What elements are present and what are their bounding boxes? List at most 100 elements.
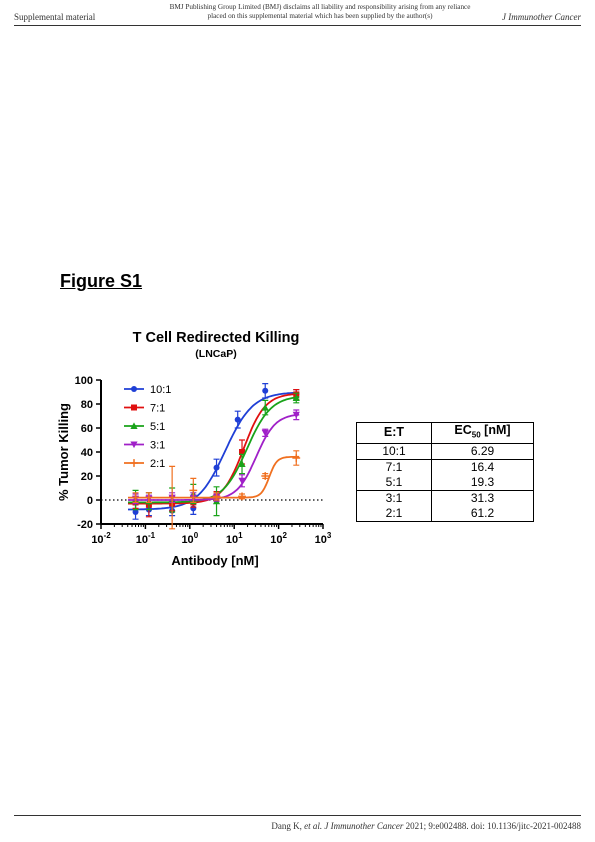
error-bar [262, 473, 269, 479]
plot-area: -20 0 20 40 60 80 100 10-2 10-1 100 101 102 103 10:1 7… [75, 375, 332, 546]
error-bar [293, 389, 300, 400]
error-bar [213, 492, 220, 501]
table-cell-et: 5:1 [356, 474, 432, 491]
data-point [213, 493, 220, 500]
data-point [131, 493, 140, 502]
data-point [169, 500, 176, 507]
x-tick-label: 101 [226, 531, 243, 546]
table-row: 5:1 19.3 [356, 474, 534, 491]
table-cell-et: 2:1 [356, 505, 432, 522]
data-point [190, 499, 197, 506]
table-row: 3:1 31.3 [356, 490, 534, 506]
data-point [292, 454, 301, 462]
data-point [145, 506, 152, 513]
fit-curve-7:1 [128, 392, 300, 505]
y-tick-label: 80 [81, 399, 93, 411]
table-cell-ec50: 19.3 [431, 474, 534, 491]
table-row: 2:1 61.2 [356, 505, 534, 522]
fit-curve-5:1 [128, 396, 300, 504]
data-point [132, 509, 139, 515]
legend-marker [131, 386, 137, 392]
error-bar [262, 399, 269, 416]
data-point [189, 486, 198, 495]
error-bar [145, 503, 152, 517]
legend-label: 7:1 [150, 403, 165, 415]
data-point [262, 387, 269, 394]
error-bar [132, 492, 139, 503]
fit-curve-10:1 [128, 391, 300, 511]
error-bar [132, 489, 139, 511]
data-point [261, 404, 269, 411]
table-cell-ec50: 6.29 [431, 443, 534, 460]
data-point [145, 495, 153, 503]
data-point [292, 411, 300, 419]
footer-journal: J Immunother Cancer [322, 821, 404, 831]
table-header-ec50: EC50 [nM] [431, 422, 534, 444]
y-axis-label: % Tumor Killing [56, 403, 71, 501]
data-point [292, 394, 300, 401]
table-header-et: E:T [356, 422, 432, 444]
y-tick-label: 40 [81, 447, 93, 459]
error-bar [262, 383, 269, 399]
error-bar [213, 491, 220, 502]
error-bar [132, 495, 139, 509]
error-bar [293, 392, 300, 404]
data-point [132, 499, 139, 506]
header-disclaimer: BMJ Publishing Group Limited (BMJ) discl… [150, 3, 490, 21]
legend-label: 2:1 [150, 458, 165, 470]
header-left: Supplemental material [14, 12, 96, 22]
figure-label: Figure S1 [60, 271, 143, 291]
error-bar [169, 505, 176, 517]
data-point [293, 391, 300, 398]
table-row: 10:1 6.29 [356, 443, 534, 460]
error-bar [213, 493, 220, 502]
error-bar [239, 493, 246, 500]
legend-marker [130, 459, 138, 467]
data-point [145, 501, 152, 508]
error-bar [169, 492, 176, 503]
error-bar [234, 410, 241, 429]
footer-doi: 2021; 9:e002488. doi: 10.1136/jitc-2021-… [403, 821, 581, 831]
error-bar [169, 487, 176, 513]
error-bar [293, 450, 300, 466]
error-bar [239, 474, 246, 488]
error-bar [190, 497, 197, 508]
table-cell-ec50: 16.4 [431, 459, 534, 475]
data-point [131, 496, 140, 503]
footer-rule [14, 815, 581, 816]
ec50-table: E:T EC50 [nM] 10:1 6.29 7:1 16.4 5:1 19.… [356, 422, 534, 522]
header-disclaimer-line1: BMJ Publishing Group Limited (BMJ) discl… [169, 3, 471, 11]
data-point [168, 494, 176, 502]
error-bar [262, 428, 269, 437]
x-tick-label: 102 [270, 531, 287, 546]
fit-curve-2:1 [128, 455, 300, 499]
error-bar [190, 501, 197, 515]
data-point [190, 505, 197, 512]
error-bar [293, 409, 300, 421]
error-bar [213, 486, 220, 517]
ec-subscript: 50 [471, 430, 481, 440]
x-axis-label: Antibody [nM] [171, 553, 258, 568]
error-bar [239, 453, 246, 475]
error-bar [132, 493, 139, 505]
data-point [212, 492, 221, 501]
legend-marker [130, 441, 138, 449]
x-tick-label: 10-2 [91, 531, 111, 546]
footer-authors: Dang K, [271, 821, 305, 831]
ec-text: EC [454, 423, 472, 437]
table-cell-et: 7:1 [356, 459, 432, 475]
data-point [145, 497, 153, 505]
error-bar [293, 389, 300, 400]
header-rule [14, 25, 581, 26]
error-bar [213, 458, 220, 477]
legend-label: 10:1 [150, 384, 171, 396]
data-point [238, 477, 246, 485]
error-bar [145, 492, 152, 518]
table-cell-et: 3:1 [356, 490, 432, 506]
x-tick-label: 100 [181, 531, 198, 546]
chart-subtitle: (LNCaP) [195, 348, 236, 360]
legend-marker [130, 422, 138, 429]
error-bar [239, 439, 246, 465]
footer-etal: et al. [304, 821, 323, 831]
